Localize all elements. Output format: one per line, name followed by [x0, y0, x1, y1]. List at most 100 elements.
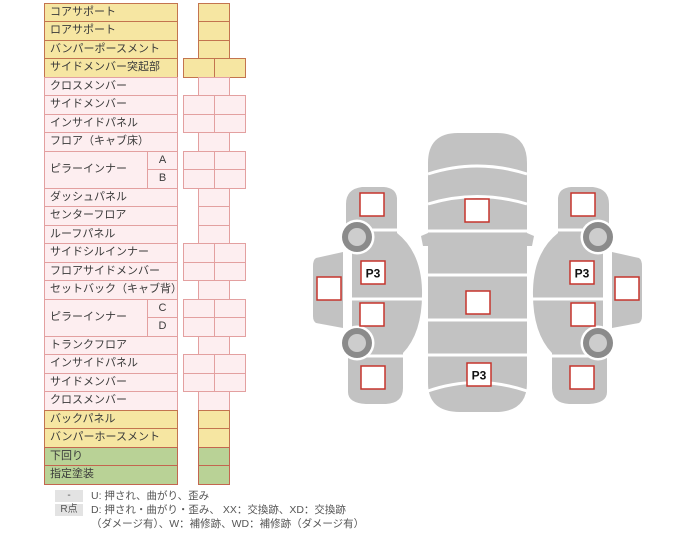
damage-cell[interactable] — [183, 58, 215, 78]
damage-cell[interactable] — [198, 206, 230, 226]
damage-cell[interactable] — [214, 95, 246, 115]
damage-cell[interactable] — [198, 409, 230, 429]
part-label-cell: フロア（キャブ床） — [44, 132, 178, 152]
pillar-sub-label: C — [147, 298, 178, 318]
damage-cell[interactable] — [183, 372, 215, 392]
marker-right-front-fender[interactable] — [570, 192, 596, 217]
marker-right-side-sill[interactable] — [614, 276, 640, 301]
part-label-cell: ピラーインナー — [44, 298, 148, 337]
damage-cell[interactable] — [198, 335, 230, 355]
damage-cell[interactable] — [214, 298, 246, 318]
part-label-cell: コアサポート — [44, 2, 178, 22]
damage-cell[interactable] — [198, 187, 230, 207]
damage-cell[interactable] — [183, 113, 215, 133]
part-label-cell: インサイドパネル — [44, 113, 178, 133]
marker-left-front-door-label: P3 — [366, 267, 381, 281]
part-label-cell: ロアサポート — [44, 21, 178, 41]
legend-row-rpoint-cont: （ダメージ有）、W：補修跡、WD：補修跡（ダメージ有） — [55, 518, 364, 530]
damage-cell[interactable] — [214, 261, 246, 281]
part-label-cell: ダッシュパネル — [44, 187, 178, 207]
pillar-sub-label: D — [147, 317, 178, 337]
part-label-cell: トランクフロア — [44, 335, 178, 355]
wheel-right-rear-icon — [580, 325, 616, 361]
part-label-cell: セットバック（キャブ背） — [44, 280, 178, 300]
wheel-left-rear-icon — [339, 325, 375, 361]
part-label-cell: バンパーホースメント — [44, 428, 178, 448]
part-label-cell: インサイドパネル — [44, 354, 178, 374]
damage-cell[interactable] — [183, 354, 215, 374]
part-label-cell: バックパネル — [44, 409, 178, 429]
damage-cell[interactable] — [214, 150, 246, 170]
damage-cell[interactable] — [214, 354, 246, 374]
damage-cell[interactable] — [183, 317, 215, 337]
part-label-cell: センターフロア — [44, 206, 178, 226]
pillar-sub-label: A — [147, 150, 178, 170]
damage-cell[interactable] — [214, 243, 246, 263]
damage-cell[interactable] — [183, 169, 215, 189]
mirror-left-icon — [421, 233, 428, 246]
part-label-cell: バンパーポースメント — [44, 39, 178, 59]
legend-text-u: U: 押され、曲がり、歪み — [91, 490, 210, 502]
part-label-cell: サイドメンバー突起部 — [44, 58, 178, 78]
part-label-cell: クロスメンバー — [44, 391, 178, 411]
part-label-cell: サイドメンバー — [44, 95, 178, 115]
damage-cell[interactable] — [198, 280, 230, 300]
part-label-cell: フロアサイドメンバー — [44, 261, 178, 281]
part-label-cell: サイドシルインナー — [44, 243, 178, 263]
part-label-cell: 下回り — [44, 446, 178, 466]
part-label-cell: サイドメンバー — [44, 372, 178, 392]
legend-text-d: D: 押され・曲がり・歪み、 XX：交換跡、XD：交換跡 — [91, 504, 346, 516]
marker-trunk[interactable] — [466, 362, 492, 387]
legend-row-u: - U: 押され、曲がり、歪み — [55, 490, 364, 502]
marker-right-front-door-label: P3 — [575, 267, 590, 281]
mirror-right-icon — [527, 233, 534, 246]
damage-cell[interactable] — [183, 261, 215, 281]
part-label-cell: ルーフパネル — [44, 224, 178, 244]
legend-symbol-dash: - — [55, 490, 83, 502]
damage-cell[interactable] — [183, 243, 215, 263]
damage-cell[interactable] — [214, 169, 246, 189]
marker-right-front-door[interactable] — [569, 260, 595, 285]
damage-cell[interactable] — [198, 391, 230, 411]
car-top-view — [428, 133, 527, 412]
legend-text-d-cont: （ダメージ有）、W：補修跡、WD：補修跡（ダメージ有） — [91, 518, 365, 530]
marker-trunk-label: P3 — [472, 369, 487, 383]
marker-left-rear-door[interactable] — [359, 302, 385, 327]
damage-cell[interactable] — [198, 21, 230, 41]
marker-left-front-door[interactable] — [360, 260, 386, 285]
marker-left-front-fender[interactable] — [359, 192, 385, 217]
damage-cell[interactable] — [183, 150, 215, 170]
damage-cell[interactable] — [198, 224, 230, 244]
damage-cell[interactable] — [198, 39, 230, 59]
wheel-left-front-icon — [339, 219, 375, 255]
part-label-cell: ピラーインナー — [44, 150, 148, 189]
part-label-cell: クロスメンバー — [44, 76, 178, 96]
damage-cell[interactable] — [214, 113, 246, 133]
damage-cell[interactable] — [183, 298, 215, 318]
damage-cell[interactable] — [214, 58, 246, 78]
damage-cell[interactable] — [198, 76, 230, 96]
marker-roof[interactable] — [465, 290, 491, 315]
marker-right-rear-fender[interactable] — [569, 365, 595, 390]
part-label-cell: 指定塗装 — [44, 465, 178, 485]
damage-cell[interactable] — [198, 2, 230, 22]
damage-cell[interactable] — [198, 428, 230, 448]
marker-left-rear-fender[interactable] — [360, 365, 386, 390]
legend: - U: 押され、曲がり、歪み R点 D: 押され・曲がり・歪み、 XX：交換跡… — [55, 490, 364, 532]
legend-symbol-rpoint: R点 — [55, 504, 83, 516]
damage-cell[interactable] — [214, 317, 246, 337]
damage-cell[interactable] — [214, 372, 246, 392]
damage-cell[interactable] — [183, 95, 215, 115]
legend-row-rpoint: R点 D: 押され・曲がり・歪み、 XX：交換跡、XD：交換跡 — [55, 504, 364, 516]
marker-right-rear-door[interactable] — [570, 302, 596, 327]
wheel-right-front-icon — [580, 219, 616, 255]
damage-cell[interactable] — [198, 446, 230, 466]
marker-left-side-sill[interactable] — [316, 276, 342, 301]
pillar-sub-label: B — [147, 169, 178, 189]
marker-hood[interactable] — [464, 198, 490, 223]
damage-cell[interactable] — [198, 132, 230, 152]
damage-cell[interactable] — [198, 465, 230, 485]
